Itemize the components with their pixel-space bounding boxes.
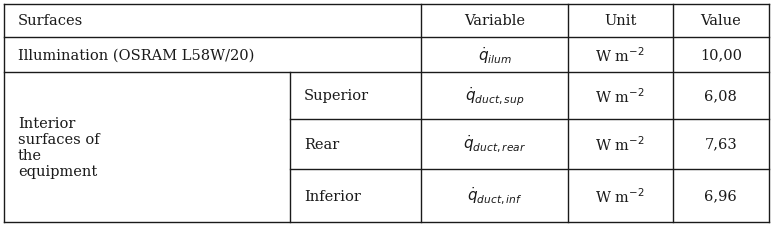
Text: 10,00: 10,00 <box>700 48 742 62</box>
Text: Interior
surfaces of
the
equipment: Interior surfaces of the equipment <box>18 116 100 179</box>
Text: $\dot{q}_{duct,\mathit{rear}}$: $\dot{q}_{duct,\mathit{rear}}$ <box>463 133 526 155</box>
Text: W m$^{-2}$: W m$^{-2}$ <box>595 86 645 105</box>
Text: Superior: Superior <box>304 89 369 103</box>
Text: W m$^{-2}$: W m$^{-2}$ <box>595 135 645 153</box>
Text: $\dot{q}_{ilum}$: $\dot{q}_{ilum}$ <box>478 45 512 65</box>
Text: $\dot{q}_{duct,\mathit{sup}}$: $\dot{q}_{duct,\mathit{sup}}$ <box>465 85 524 107</box>
Text: Inferior: Inferior <box>304 189 361 203</box>
Text: Surfaces: Surfaces <box>18 14 83 28</box>
Text: Illumination (OSRAM L58W/20): Illumination (OSRAM L58W/20) <box>18 48 254 62</box>
Text: Variable: Variable <box>465 14 525 28</box>
Text: W m$^{-2}$: W m$^{-2}$ <box>595 46 645 64</box>
Text: Value: Value <box>700 14 741 28</box>
Text: W m$^{-2}$: W m$^{-2}$ <box>595 186 645 205</box>
Text: Unit: Unit <box>604 14 636 28</box>
Text: 7,63: 7,63 <box>704 137 737 151</box>
Text: 6,96: 6,96 <box>704 189 737 203</box>
Text: Rear: Rear <box>304 137 339 151</box>
Text: $\dot{q}_{duct,\mathit{inf}}$: $\dot{q}_{duct,\mathit{inf}}$ <box>467 185 523 206</box>
Text: 6,08: 6,08 <box>704 89 737 103</box>
